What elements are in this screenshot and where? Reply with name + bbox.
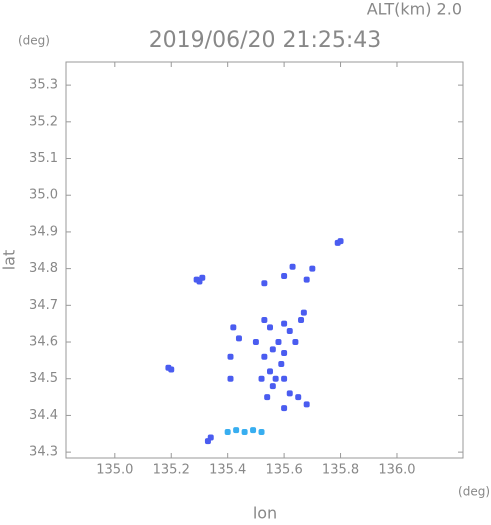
echo-point: [258, 428, 265, 435]
echo-point: [303, 276, 310, 283]
y-tick-label: 34.8: [29, 261, 58, 276]
echo-point: [230, 324, 237, 331]
y-tick-label: 35.1: [29, 151, 58, 166]
y-axis-label: lat: [0, 250, 19, 271]
x-tick-label: 135.4: [209, 463, 246, 478]
y-tick-label: 34.3: [29, 445, 58, 460]
echo-point: [281, 350, 288, 357]
echo-point: [281, 405, 288, 412]
echo-point: [224, 428, 231, 435]
echo-point: [278, 361, 285, 368]
echo-point: [303, 401, 310, 408]
echo-point: [334, 239, 341, 246]
echo-point: [286, 328, 293, 335]
echo-point: [309, 265, 316, 272]
plot-frame: [65, 61, 464, 459]
echo-point: [289, 263, 296, 270]
y-tick-label: 35.2: [29, 114, 58, 129]
echo-point: [261, 317, 268, 324]
y-tick-label: 35.3: [29, 78, 58, 93]
x-tick-label: 135.2: [153, 463, 190, 478]
echo-point: [233, 427, 240, 434]
echo-point: [300, 309, 307, 316]
x-tick-label: 135.8: [322, 463, 359, 478]
echo-point: [267, 368, 274, 375]
echo-point: [269, 346, 276, 353]
echo-point: [261, 353, 268, 360]
echo-point: [269, 383, 276, 390]
y-tick-label: 34.6: [29, 335, 58, 350]
echo-point: [295, 394, 302, 401]
y-tick-label: 35.0: [29, 188, 58, 203]
echo-point: [267, 324, 274, 331]
echo-point: [264, 394, 271, 401]
echo-point: [298, 317, 305, 324]
echo-point: [258, 375, 265, 382]
echo-point: [281, 272, 288, 279]
echo-point: [227, 375, 234, 382]
altitude-label: ALT(km) 2.0: [367, 0, 462, 19]
echo-point: [168, 366, 175, 373]
y-unit: (deg): [18, 34, 50, 48]
echo-point: [235, 335, 242, 342]
y-tick-label: 34.4: [29, 408, 58, 423]
echo-point: [252, 339, 259, 346]
y-tick-label: 34.7: [29, 298, 58, 313]
x-unit: (deg): [458, 485, 490, 499]
x-axis-label: lon: [253, 504, 277, 522]
y-tick-label: 34.5: [29, 371, 58, 386]
echo-point: [227, 353, 234, 360]
echo-point: [241, 428, 248, 435]
x-tick-label: 135.6: [266, 463, 303, 478]
echo-point: [199, 274, 206, 281]
echo-point: [272, 375, 279, 382]
echo-point: [292, 339, 299, 346]
echo-point: [281, 320, 288, 327]
echo-point: [275, 339, 282, 346]
echo-point: [250, 427, 257, 434]
echo-point: [261, 280, 268, 287]
echo-point: [286, 390, 293, 397]
x-tick-label: 136.0: [378, 463, 415, 478]
y-tick-label: 34.9: [29, 224, 58, 239]
chart-title: 2019/06/20 21:25:43: [149, 28, 382, 53]
x-tick-label: 135.0: [96, 463, 133, 478]
echo-point: [207, 434, 214, 441]
echo-point: [281, 375, 288, 382]
